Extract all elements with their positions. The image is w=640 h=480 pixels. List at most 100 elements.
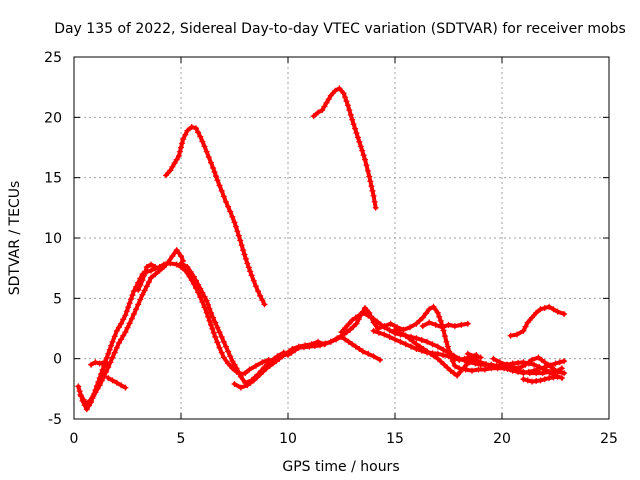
data-point-marker bbox=[218, 333, 225, 340]
data-point-marker bbox=[126, 300, 133, 307]
data-point-marker bbox=[237, 237, 244, 244]
data-point-marker bbox=[430, 303, 437, 310]
data-point-marker bbox=[340, 90, 347, 97]
data-point-marker bbox=[447, 367, 454, 374]
data-point-marker bbox=[352, 343, 359, 350]
data-point-marker bbox=[143, 264, 150, 270]
data-point-marker bbox=[461, 355, 468, 362]
data-point-marker bbox=[199, 299, 206, 305]
data-point-marker bbox=[413, 335, 420, 342]
data-point-marker bbox=[143, 283, 150, 290]
data-point-marker bbox=[368, 183, 375, 190]
data-point-marker bbox=[417, 343, 423, 350]
data-point-marker bbox=[466, 358, 473, 365]
data-point-marker bbox=[214, 339, 221, 346]
data-point-marker bbox=[460, 365, 467, 372]
data-point-marker bbox=[443, 338, 450, 345]
data-point-marker bbox=[377, 321, 384, 328]
data-point-marker bbox=[432, 321, 439, 328]
data-point-marker bbox=[353, 130, 360, 136]
data-point-marker bbox=[529, 356, 535, 363]
data-point-marker bbox=[539, 370, 546, 377]
data-point-marker bbox=[178, 260, 184, 267]
data-point-marker bbox=[135, 301, 142, 308]
data-point-marker bbox=[345, 338, 352, 345]
data-point-marker bbox=[535, 354, 542, 361]
data-point-marker bbox=[392, 326, 398, 333]
data-point-marker bbox=[255, 288, 261, 295]
data-point-marker bbox=[538, 356, 545, 363]
data-point-marker bbox=[279, 353, 286, 360]
data-point-marker bbox=[233, 365, 240, 372]
data-point-marker bbox=[386, 333, 393, 340]
data-point-marker bbox=[436, 313, 443, 320]
data-point-marker bbox=[175, 152, 182, 159]
data-point-marker bbox=[413, 341, 420, 348]
data-point-marker bbox=[173, 247, 180, 254]
data-point-marker bbox=[220, 338, 227, 345]
data-point-marker bbox=[190, 273, 197, 280]
data-point-marker bbox=[285, 352, 291, 358]
series-arc-1 bbox=[75, 260, 272, 413]
data-point-marker bbox=[402, 332, 409, 339]
data-point-marker bbox=[371, 198, 378, 205]
data-point-marker bbox=[105, 375, 112, 381]
series-line bbox=[78, 248, 186, 407]
data-point-marker bbox=[420, 346, 427, 352]
data-point-marker bbox=[225, 360, 232, 367]
data-point-marker bbox=[541, 376, 548, 383]
data-point-marker bbox=[400, 326, 407, 333]
data-point-marker bbox=[96, 360, 103, 367]
data-point-marker bbox=[342, 336, 349, 343]
data-point-marker bbox=[464, 350, 471, 357]
data-point-marker bbox=[108, 342, 115, 349]
data-point-marker bbox=[178, 144, 184, 151]
data-point-marker bbox=[311, 343, 318, 349]
series-arc-4 bbox=[77, 247, 187, 408]
data-point-marker bbox=[490, 355, 497, 362]
data-point-marker bbox=[375, 329, 382, 336]
data-point-marker bbox=[218, 187, 225, 194]
data-point-marker bbox=[92, 359, 99, 366]
data-point-marker bbox=[409, 338, 416, 345]
data-point-marker bbox=[118, 382, 125, 389]
data-point-marker bbox=[156, 266, 163, 273]
data-point-marker bbox=[445, 321, 452, 328]
data-point-marker bbox=[321, 103, 328, 110]
data-point-marker bbox=[241, 251, 248, 258]
series-arc-18 bbox=[310, 85, 379, 211]
data-point-marker bbox=[556, 359, 563, 366]
data-point-marker bbox=[439, 324, 446, 331]
data-point-marker bbox=[343, 329, 350, 336]
data-point-marker bbox=[356, 138, 363, 145]
data-point-marker bbox=[179, 140, 186, 147]
y-tick-label: 20 bbox=[44, 110, 62, 126]
data-point-marker bbox=[211, 169, 218, 175]
data-point-marker bbox=[333, 336, 340, 343]
data-point-marker bbox=[195, 281, 202, 288]
data-point-marker bbox=[169, 163, 176, 170]
data-point-marker bbox=[503, 361, 510, 368]
data-point-marker bbox=[197, 285, 204, 292]
data-point-marker bbox=[424, 348, 431, 355]
data-point-marker bbox=[188, 124, 195, 130]
data-point-marker bbox=[137, 282, 144, 289]
data-point-marker bbox=[381, 324, 388, 331]
data-point-marker bbox=[547, 369, 554, 376]
chart-title: Day 135 of 2022, Sidereal Day-to-day VTE… bbox=[54, 21, 626, 37]
series-arc-12 bbox=[419, 319, 471, 331]
data-point-marker bbox=[450, 370, 457, 377]
data-point-marker bbox=[250, 277, 257, 284]
data-point-marker bbox=[231, 219, 238, 226]
data-point-marker bbox=[561, 358, 568, 365]
data-point-marker bbox=[429, 341, 436, 348]
data-point-marker bbox=[220, 193, 227, 200]
data-point-marker bbox=[427, 350, 434, 357]
data-point-marker bbox=[514, 331, 520, 338]
data-point-marker bbox=[541, 359, 548, 366]
data-point-marker bbox=[413, 320, 420, 327]
data-point-marker bbox=[87, 397, 94, 404]
data-point-marker bbox=[106, 346, 113, 353]
data-point-marker bbox=[392, 336, 398, 343]
data-point-marker bbox=[546, 303, 553, 310]
